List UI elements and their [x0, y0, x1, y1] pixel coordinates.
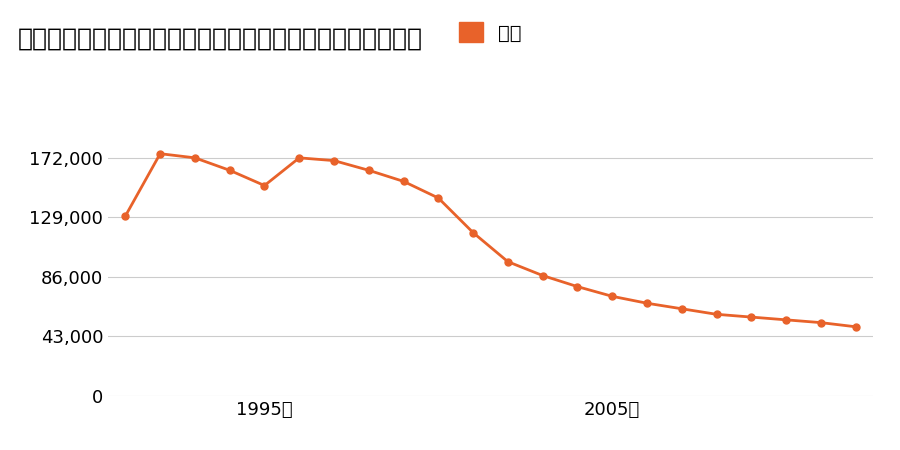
Legend: 価格: 価格: [452, 14, 529, 50]
Text: 宮城県仙台市宮城野区鶴巻１丁目１０２２番２４の地価推移: 宮城県仙台市宮城野区鶴巻１丁目１０２２番２４の地価推移: [18, 27, 423, 51]
